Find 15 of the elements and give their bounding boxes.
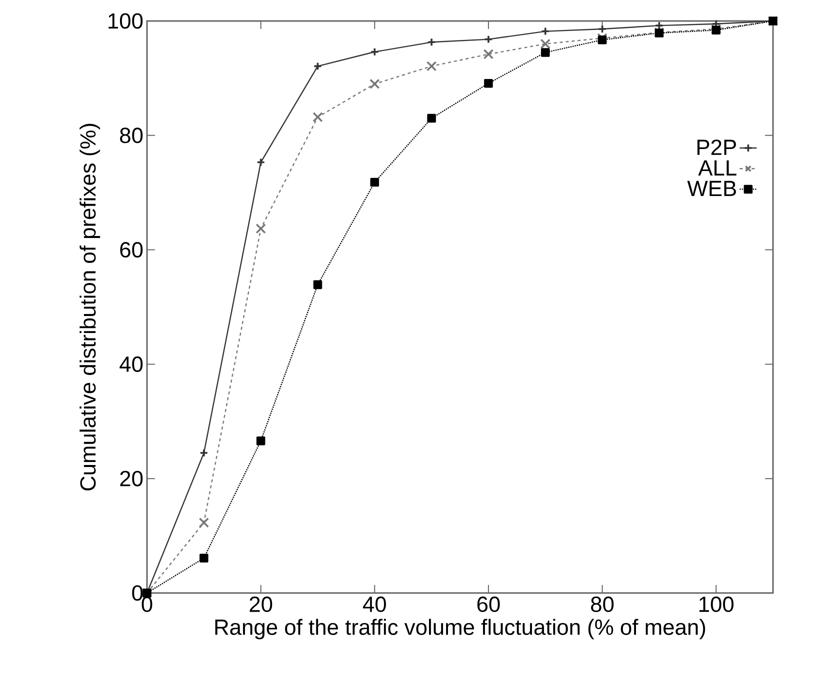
- x-tick-label: 80: [591, 596, 614, 612]
- y-tick-label: 80: [120, 128, 143, 144]
- x-tick-label: 20: [250, 596, 272, 612]
- y-axis-title: Cumulative distribution of prefixes (%): [80, 124, 100, 490]
- legend-label: ALL: [698, 160, 736, 176]
- x-tick-label: 60: [477, 596, 500, 612]
- x-tick-label: 100: [699, 596, 734, 612]
- x-axis-title: Range of the traffic volume fluctuation (% of mean): [215, 618, 706, 640]
- x-tick-label: 40: [362, 596, 386, 612]
- legend-label: WEB: [687, 180, 736, 196]
- y-tick-label: 20: [120, 470, 143, 486]
- y-tick-label: 60: [120, 242, 143, 258]
- y-tick-label: 100: [108, 13, 143, 29]
- y-tick-label: 40: [120, 356, 143, 372]
- legend-label: P2P: [697, 140, 736, 155]
